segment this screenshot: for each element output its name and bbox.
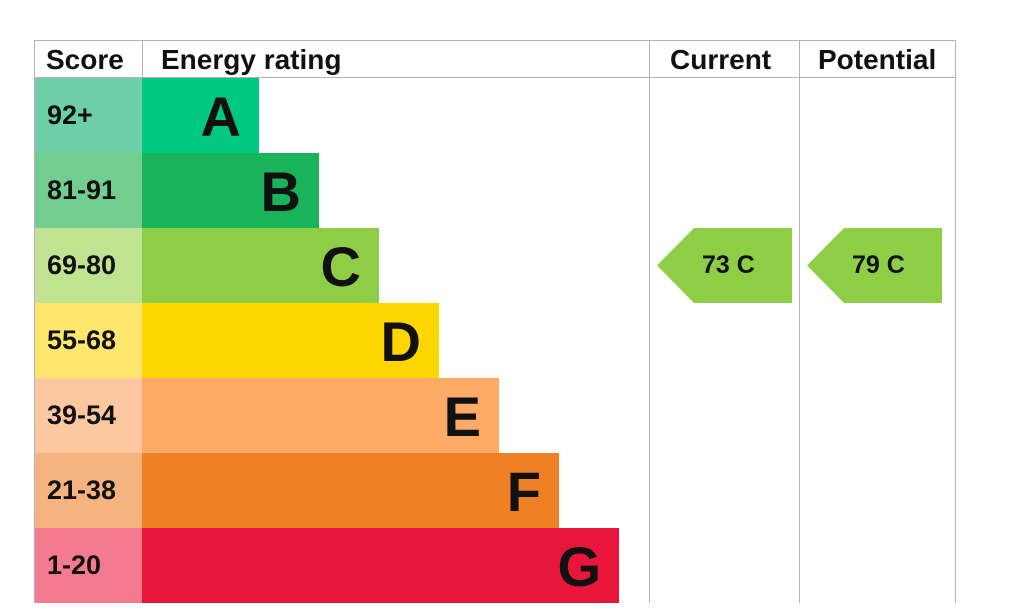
score-range-d: 55-68 [35,303,142,378]
epc-chart-frame [34,40,956,603]
score-range-c: 69-80 [35,228,142,303]
potential-rating-arrow: 79 C [807,228,942,303]
rating-letter-c: C [320,235,361,298]
potential-arrow-shape [807,228,942,303]
potential-column-divider [799,40,800,603]
energy-rating-header: Energy rating [161,44,342,75]
current-rating-label: 73 C [702,251,755,279]
current-rating-arrow: 73 C [657,228,792,303]
current-arrow-shape [657,228,792,303]
rating-bar-e: E [142,378,499,453]
rating-bar-a: A [142,78,259,153]
header-divider [34,77,956,78]
score-range-f: 21-38 [35,453,142,528]
potential-rating-label: 79 C [852,251,905,279]
rating-letter-a: A [200,85,241,148]
score-range-e: 39-54 [35,378,142,453]
rating-bar-b: B [142,153,319,228]
rating-bar-f: F [142,453,559,528]
score-range-a: 92+ [35,78,142,153]
rating-letter-g: G [557,535,601,598]
rating-bar-c: C [142,228,379,303]
current-column-divider [649,40,650,603]
potential-header: Potential [818,44,937,75]
current-header: Current [670,44,772,75]
rating-letter-e: E [443,385,481,448]
rating-letter-f: F [506,460,541,523]
score-range-b: 81-91 [35,153,142,228]
rating-bar-g: G [142,528,619,603]
rating-bar-d: D [142,303,439,378]
score-header: Score [46,44,124,75]
score-range-g: 1-20 [35,528,142,603]
rating-letter-b: B [260,160,301,223]
rating-letter-d: D [380,310,421,373]
